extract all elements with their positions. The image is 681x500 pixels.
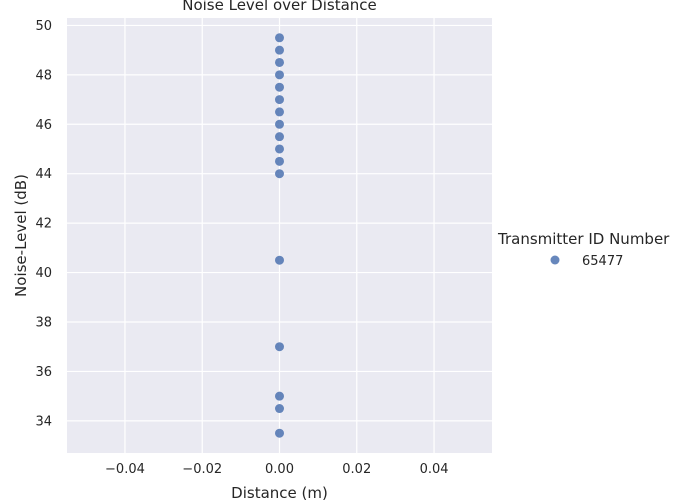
y-tick-label: 42 [35,217,52,232]
y-tick-label: 50 [35,19,52,34]
x-tick-label: −0.02 [182,462,222,477]
data-point [275,169,284,179]
data-point [275,428,284,438]
legend-label: 65477 [582,254,623,269]
y-tick-label: 48 [35,68,52,83]
data-point [275,156,284,166]
x-axis-label: Distance (m) [231,484,328,500]
data-point [275,119,284,129]
y-tick-label: 40 [35,266,52,281]
y-tick-label: 36 [35,365,52,380]
legend-marker [550,255,560,265]
data-point [275,57,284,67]
data-point [275,82,284,92]
data-point [275,404,284,414]
data-point [275,132,284,142]
x-tick-label: 0.04 [420,462,449,477]
x-tick-label: 0.02 [342,462,371,477]
legend: Transmitter ID Number 65477 [497,230,670,269]
x-tick-label: −0.04 [105,462,145,477]
legend-title: Transmitter ID Number [497,230,670,248]
x-tick-labels: −0.04 −0.02 0.00 0.02 0.04 [105,462,448,477]
data-point [275,45,284,55]
data-point [275,33,284,43]
x-tick-label: 0.00 [265,462,294,477]
y-axis-label: Noise-Level (dB) [12,174,30,297]
data-points [275,33,284,438]
data-point [275,391,284,401]
data-point [275,95,284,105]
data-point [275,107,284,117]
y-tick-label: 44 [35,167,52,182]
data-point [275,255,284,265]
y-tick-labels: 34 36 38 40 42 44 46 48 50 [35,19,52,429]
y-tick-label: 38 [35,316,52,331]
data-point [275,70,284,80]
chart-title: Noise Level over Distance [182,0,377,14]
data-point [275,144,284,154]
data-point [275,342,284,352]
y-tick-label: 46 [35,118,52,133]
y-tick-label: 34 [35,414,52,429]
